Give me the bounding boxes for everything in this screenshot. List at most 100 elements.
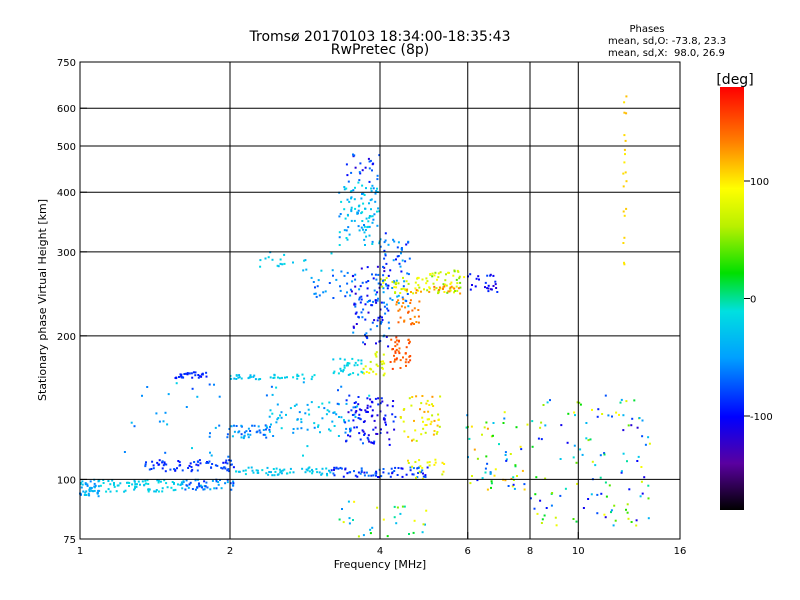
data-point xyxy=(431,272,434,275)
data-point xyxy=(333,370,336,373)
data-point xyxy=(193,461,196,463)
data-point xyxy=(372,162,375,165)
data-point xyxy=(384,312,387,315)
data-point xyxy=(354,411,357,414)
data-point xyxy=(385,262,388,265)
data-point xyxy=(431,403,433,406)
data-point xyxy=(381,280,384,282)
data-point xyxy=(486,287,489,290)
data-point xyxy=(102,479,105,481)
data-point xyxy=(428,287,431,290)
data-point xyxy=(405,280,408,283)
data-point xyxy=(358,417,361,420)
data-point xyxy=(375,363,378,366)
data-point xyxy=(354,278,357,281)
data-point xyxy=(208,460,211,463)
data-point xyxy=(578,401,581,404)
colorbar-label: [deg] xyxy=(716,72,753,88)
data-point xyxy=(635,519,638,522)
data-point xyxy=(228,470,231,473)
data-point xyxy=(375,474,377,477)
data-point xyxy=(350,197,352,200)
data-point xyxy=(231,435,234,438)
data-point xyxy=(80,493,82,496)
data-point xyxy=(396,295,399,298)
data-point xyxy=(405,290,408,293)
data-point xyxy=(426,289,429,292)
data-point xyxy=(418,459,421,462)
data-point xyxy=(266,426,269,429)
data-point xyxy=(335,467,338,470)
data-point xyxy=(353,500,356,503)
data-point xyxy=(345,439,348,442)
data-point xyxy=(408,257,411,260)
data-point xyxy=(126,481,128,484)
data-point xyxy=(198,459,201,462)
data-point xyxy=(205,462,208,464)
data-point xyxy=(407,305,410,308)
data-point xyxy=(255,431,258,434)
data-point xyxy=(363,194,366,196)
data-point xyxy=(281,263,284,266)
data-point xyxy=(85,490,88,493)
data-point xyxy=(198,375,201,378)
data-point xyxy=(383,301,385,304)
data-point xyxy=(233,430,236,433)
phases-stat-x: mean, sd,X: 98.0, 26.9 xyxy=(608,48,725,59)
data-point xyxy=(273,373,276,376)
data-point xyxy=(381,363,384,366)
data-point xyxy=(370,441,373,444)
data-point xyxy=(232,482,235,485)
data-point xyxy=(275,467,278,470)
data-point xyxy=(185,484,188,487)
data-point xyxy=(505,458,508,461)
data-point xyxy=(378,154,381,157)
data-point xyxy=(470,425,473,428)
data-point xyxy=(426,466,429,469)
data-point xyxy=(363,231,366,234)
data-point xyxy=(401,296,404,299)
data-point xyxy=(389,361,392,363)
data-point xyxy=(311,472,314,475)
data-point xyxy=(637,455,640,458)
data-point xyxy=(244,469,247,472)
data-point xyxy=(381,400,384,403)
data-point xyxy=(148,488,151,491)
data-point xyxy=(625,207,628,210)
data-point xyxy=(338,416,340,418)
data-point xyxy=(173,468,176,471)
data-point xyxy=(286,472,289,475)
data-point xyxy=(175,382,178,385)
data-point xyxy=(409,466,412,469)
data-point xyxy=(376,319,379,322)
data-point xyxy=(487,284,490,287)
data-point xyxy=(281,469,284,472)
data-point xyxy=(359,301,362,304)
data-point xyxy=(190,470,193,473)
data-point xyxy=(367,280,370,282)
data-point xyxy=(303,259,306,262)
data-point xyxy=(205,481,208,484)
data-point xyxy=(365,411,368,413)
data-point xyxy=(540,522,543,524)
data-point xyxy=(503,411,506,414)
data-point xyxy=(198,482,200,485)
data-point xyxy=(353,413,356,416)
data-point xyxy=(366,294,369,297)
data-point xyxy=(405,358,408,361)
data-point xyxy=(322,291,325,294)
data-point xyxy=(362,534,365,537)
data-point xyxy=(292,471,295,474)
data-point xyxy=(201,372,204,375)
data-point xyxy=(395,339,398,342)
data-point xyxy=(358,296,361,299)
data-point xyxy=(364,207,366,210)
data-point xyxy=(490,435,493,438)
data-point xyxy=(421,466,424,469)
data-point xyxy=(420,471,422,474)
data-point xyxy=(345,229,348,232)
data-point xyxy=(393,360,396,363)
data-point xyxy=(173,482,175,484)
data-point xyxy=(387,284,390,287)
data-point xyxy=(363,471,366,474)
